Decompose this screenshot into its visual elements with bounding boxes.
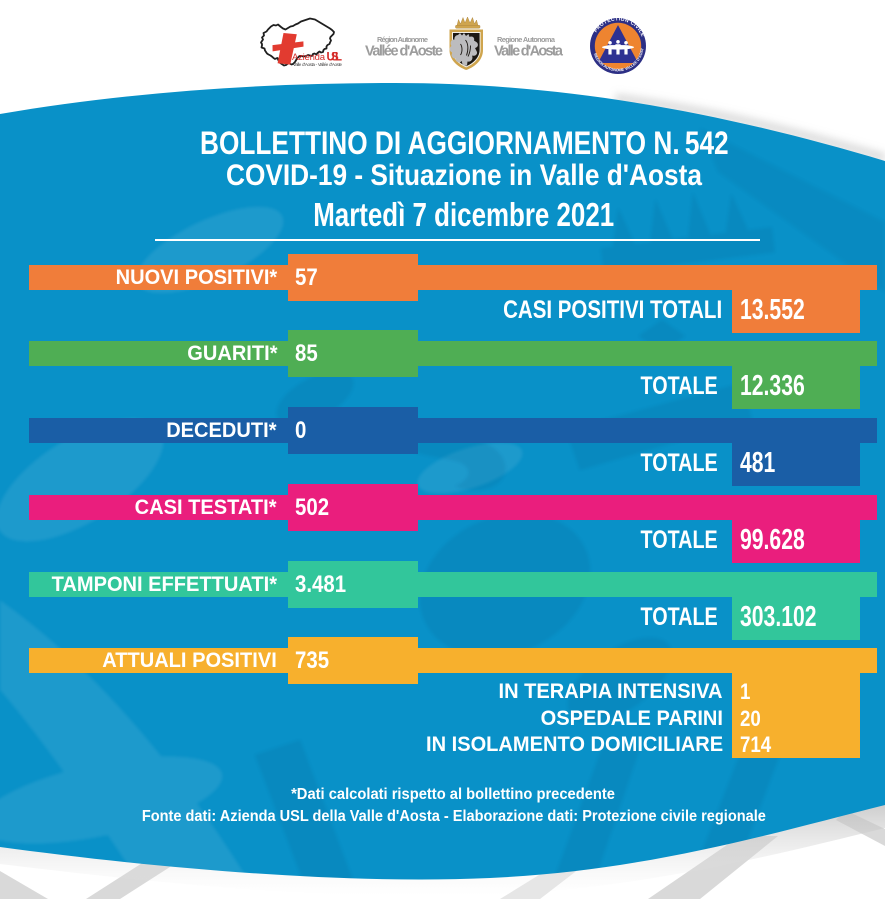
svg-text:Regione Autonoma: Regione Autonoma: [497, 35, 556, 44]
svg-text:Valle d'Aosta: Valle d'Aosta: [494, 44, 564, 60]
svg-text:Valle d'Aosta - Vallée d'Aoste: Valle d'Aosta - Vallée d'Aoste: [293, 62, 343, 67]
svg-text:Région Autonome: Région Autonome: [377, 35, 428, 44]
svg-text:Vallée d'Aoste: Vallée d'Aoste: [365, 44, 443, 60]
svg-text:USL: USL: [327, 52, 343, 64]
svg-text:Azienda: Azienda: [292, 52, 326, 63]
